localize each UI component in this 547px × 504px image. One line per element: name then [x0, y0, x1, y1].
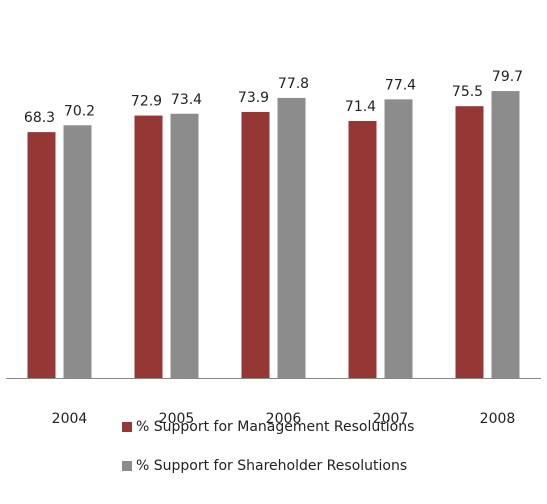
x-tick-label: 2005 — [159, 411, 195, 427]
x-tick-label: 2007 — [373, 411, 409, 427]
bar — [384, 99, 413, 379]
x-tick-label: 2008 — [480, 411, 516, 427]
bar — [63, 125, 92, 378]
bar — [134, 115, 163, 378]
data-label: 77.4 — [385, 77, 416, 93]
bar — [277, 97, 306, 379]
data-label: 72.9 — [131, 94, 162, 110]
bar — [491, 91, 520, 378]
legend-swatch — [122, 422, 132, 432]
legend-swatch — [122, 461, 132, 471]
data-label: 79.7 — [492, 69, 523, 85]
data-label: 68.3 — [24, 110, 55, 126]
legend-label: % Support for Shareholder Resolutions — [136, 458, 407, 474]
bar — [27, 132, 56, 378]
bar — [348, 120, 377, 379]
x-tick-label: 2006 — [266, 411, 302, 427]
bar — [455, 106, 484, 378]
data-label: 77.8 — [278, 76, 309, 92]
data-label: 71.4 — [345, 99, 376, 115]
data-label: 73.4 — [171, 92, 202, 108]
data-label: 75.5 — [452, 84, 483, 100]
bar — [170, 113, 199, 378]
legend-label: % Support for Management Resolutions — [136, 419, 414, 435]
bar — [241, 111, 270, 379]
x-tick-label: 2004 — [52, 411, 88, 427]
data-label: 70.2 — [64, 103, 95, 119]
data-label: 73.9 — [238, 90, 269, 106]
